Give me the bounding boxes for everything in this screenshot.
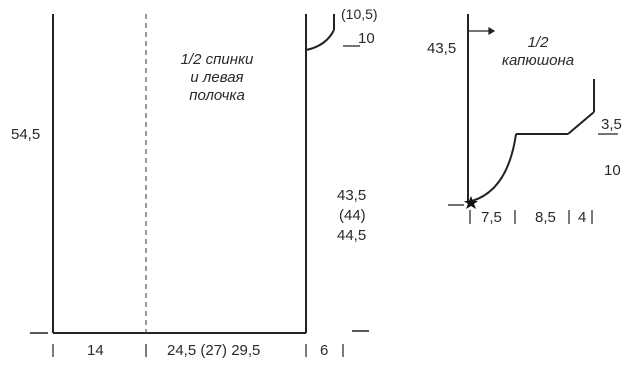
back-neck-curve — [305, 29, 335, 51]
side-height-3: 44,5 — [337, 227, 367, 244]
back-title-line3: полочка — [189, 87, 245, 104]
hood-right-bottom-label: 10 — [604, 162, 621, 179]
back-height-label: 54,5 — [11, 126, 41, 143]
star-icon — [464, 196, 478, 209]
width-extra-label: 6 — [320, 342, 329, 359]
back-title-line1: 1/2 спинки — [180, 51, 254, 68]
hood-title: 1/2 капюшона — [488, 34, 588, 70]
hood-title-line2: капюшона — [501, 52, 575, 69]
back-piece-outline — [52, 14, 307, 334]
side-height-1: 43,5 — [337, 187, 367, 204]
neck-value-top: (10,5) — [341, 6, 378, 22]
hood-height-label: 43,5 — [427, 40, 457, 57]
hood-width-3: 4 — [578, 209, 587, 226]
hood-piece-outline — [467, 14, 595, 202]
back-piece-title: 1/2 спинки и левая полочка — [158, 51, 276, 105]
hood-bottom-ticks — [469, 210, 593, 224]
hood-title-line1: 1/2 — [527, 34, 549, 51]
bottom-ticks — [52, 344, 344, 357]
hood-width-2: 8,5 — [535, 209, 556, 226]
side-height-2: (44) — [339, 207, 366, 224]
back-title-line2: и левая — [190, 69, 244, 86]
hood-width-1: 7,5 — [481, 209, 502, 226]
hood-right-top-label: 3,5 — [601, 116, 622, 133]
width-main-label: 24,5 (27) 29,5 — [167, 342, 261, 359]
hood-arrow — [468, 26, 496, 36]
width-left-label: 14 — [87, 342, 104, 359]
neck-value-label: 10 — [358, 30, 375, 47]
